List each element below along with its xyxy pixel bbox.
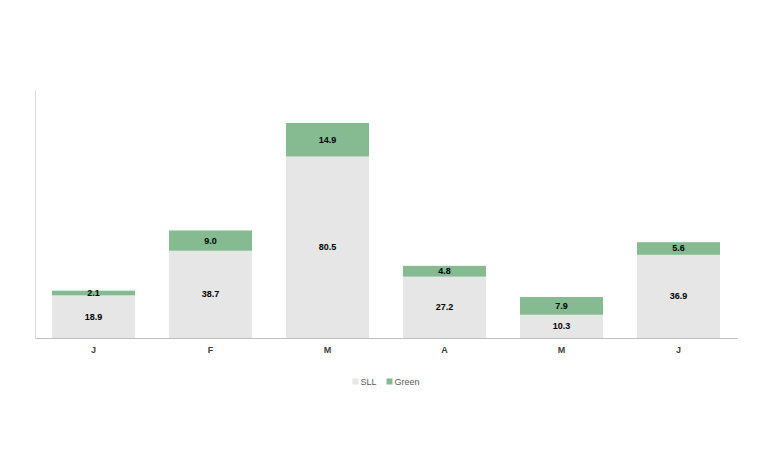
data-label: 10.3 <box>553 321 571 331</box>
data-label: 9.0 <box>204 236 217 246</box>
bar <box>169 230 252 250</box>
bar <box>520 297 603 315</box>
bar <box>169 251 252 338</box>
x-axis: JFMAMJ <box>36 339 738 356</box>
x-tick: J <box>91 345 96 355</box>
bar <box>52 295 135 338</box>
x-tick: F <box>208 345 214 355</box>
data-label: 80.5 <box>319 242 337 252</box>
bar <box>403 277 486 338</box>
bar <box>286 157 369 338</box>
legend: SLL Green <box>352 377 419 387</box>
legend-swatch <box>387 379 393 385</box>
x-tick-label: M <box>558 345 566 355</box>
bar <box>520 315 603 338</box>
x-axis-line <box>36 338 738 339</box>
legend-item: Green <box>387 377 420 387</box>
x-tick: M <box>324 345 332 355</box>
y-axis-line <box>35 91 36 339</box>
data-label: 4.8 <box>438 266 451 276</box>
x-tick-label: J <box>676 345 681 355</box>
x-tick: M <box>558 345 566 355</box>
data-label: 5.6 <box>672 243 685 253</box>
x-tick-label: M <box>324 345 332 355</box>
data-label: 14.9 <box>319 135 337 145</box>
plot: 18.9 38.7 80.5 27.2 10.3 36.9 2.1 9.0 14.9 4.8 7.9… <box>36 91 738 356</box>
y-axis <box>35 91 36 339</box>
data-labels: 18.9 38.7 80.5 27.2 10.3 36.9 2.1 9.0 14.9 4.8 7.9… <box>85 135 688 332</box>
bar <box>286 123 369 157</box>
x-tick-label: F <box>208 345 214 355</box>
x-tick-label: A <box>441 345 448 355</box>
legend-label: SLL <box>360 377 376 387</box>
x-tick-label: J <box>91 345 96 355</box>
data-label: 36.9 <box>670 291 688 301</box>
data-label: 7.9 <box>555 301 568 311</box>
bar <box>637 242 720 255</box>
legend-item: SLL <box>352 377 376 387</box>
data-label: 2.1 <box>87 288 100 298</box>
chart: 18.9 38.7 80.5 27.2 10.3 36.9 2.1 9.0 14.9 4.8 7.9… <box>0 0 768 471</box>
bar <box>637 255 720 338</box>
x-tick: J <box>676 345 681 355</box>
bars <box>52 123 720 338</box>
data-label: 38.7 <box>202 289 220 299</box>
legend-label: Green <box>395 377 420 387</box>
bar <box>403 266 486 277</box>
x-tick: A <box>441 345 448 355</box>
data-label: 27.2 <box>436 302 454 312</box>
legend-swatch <box>352 379 358 385</box>
data-label: 18.9 <box>85 312 103 322</box>
